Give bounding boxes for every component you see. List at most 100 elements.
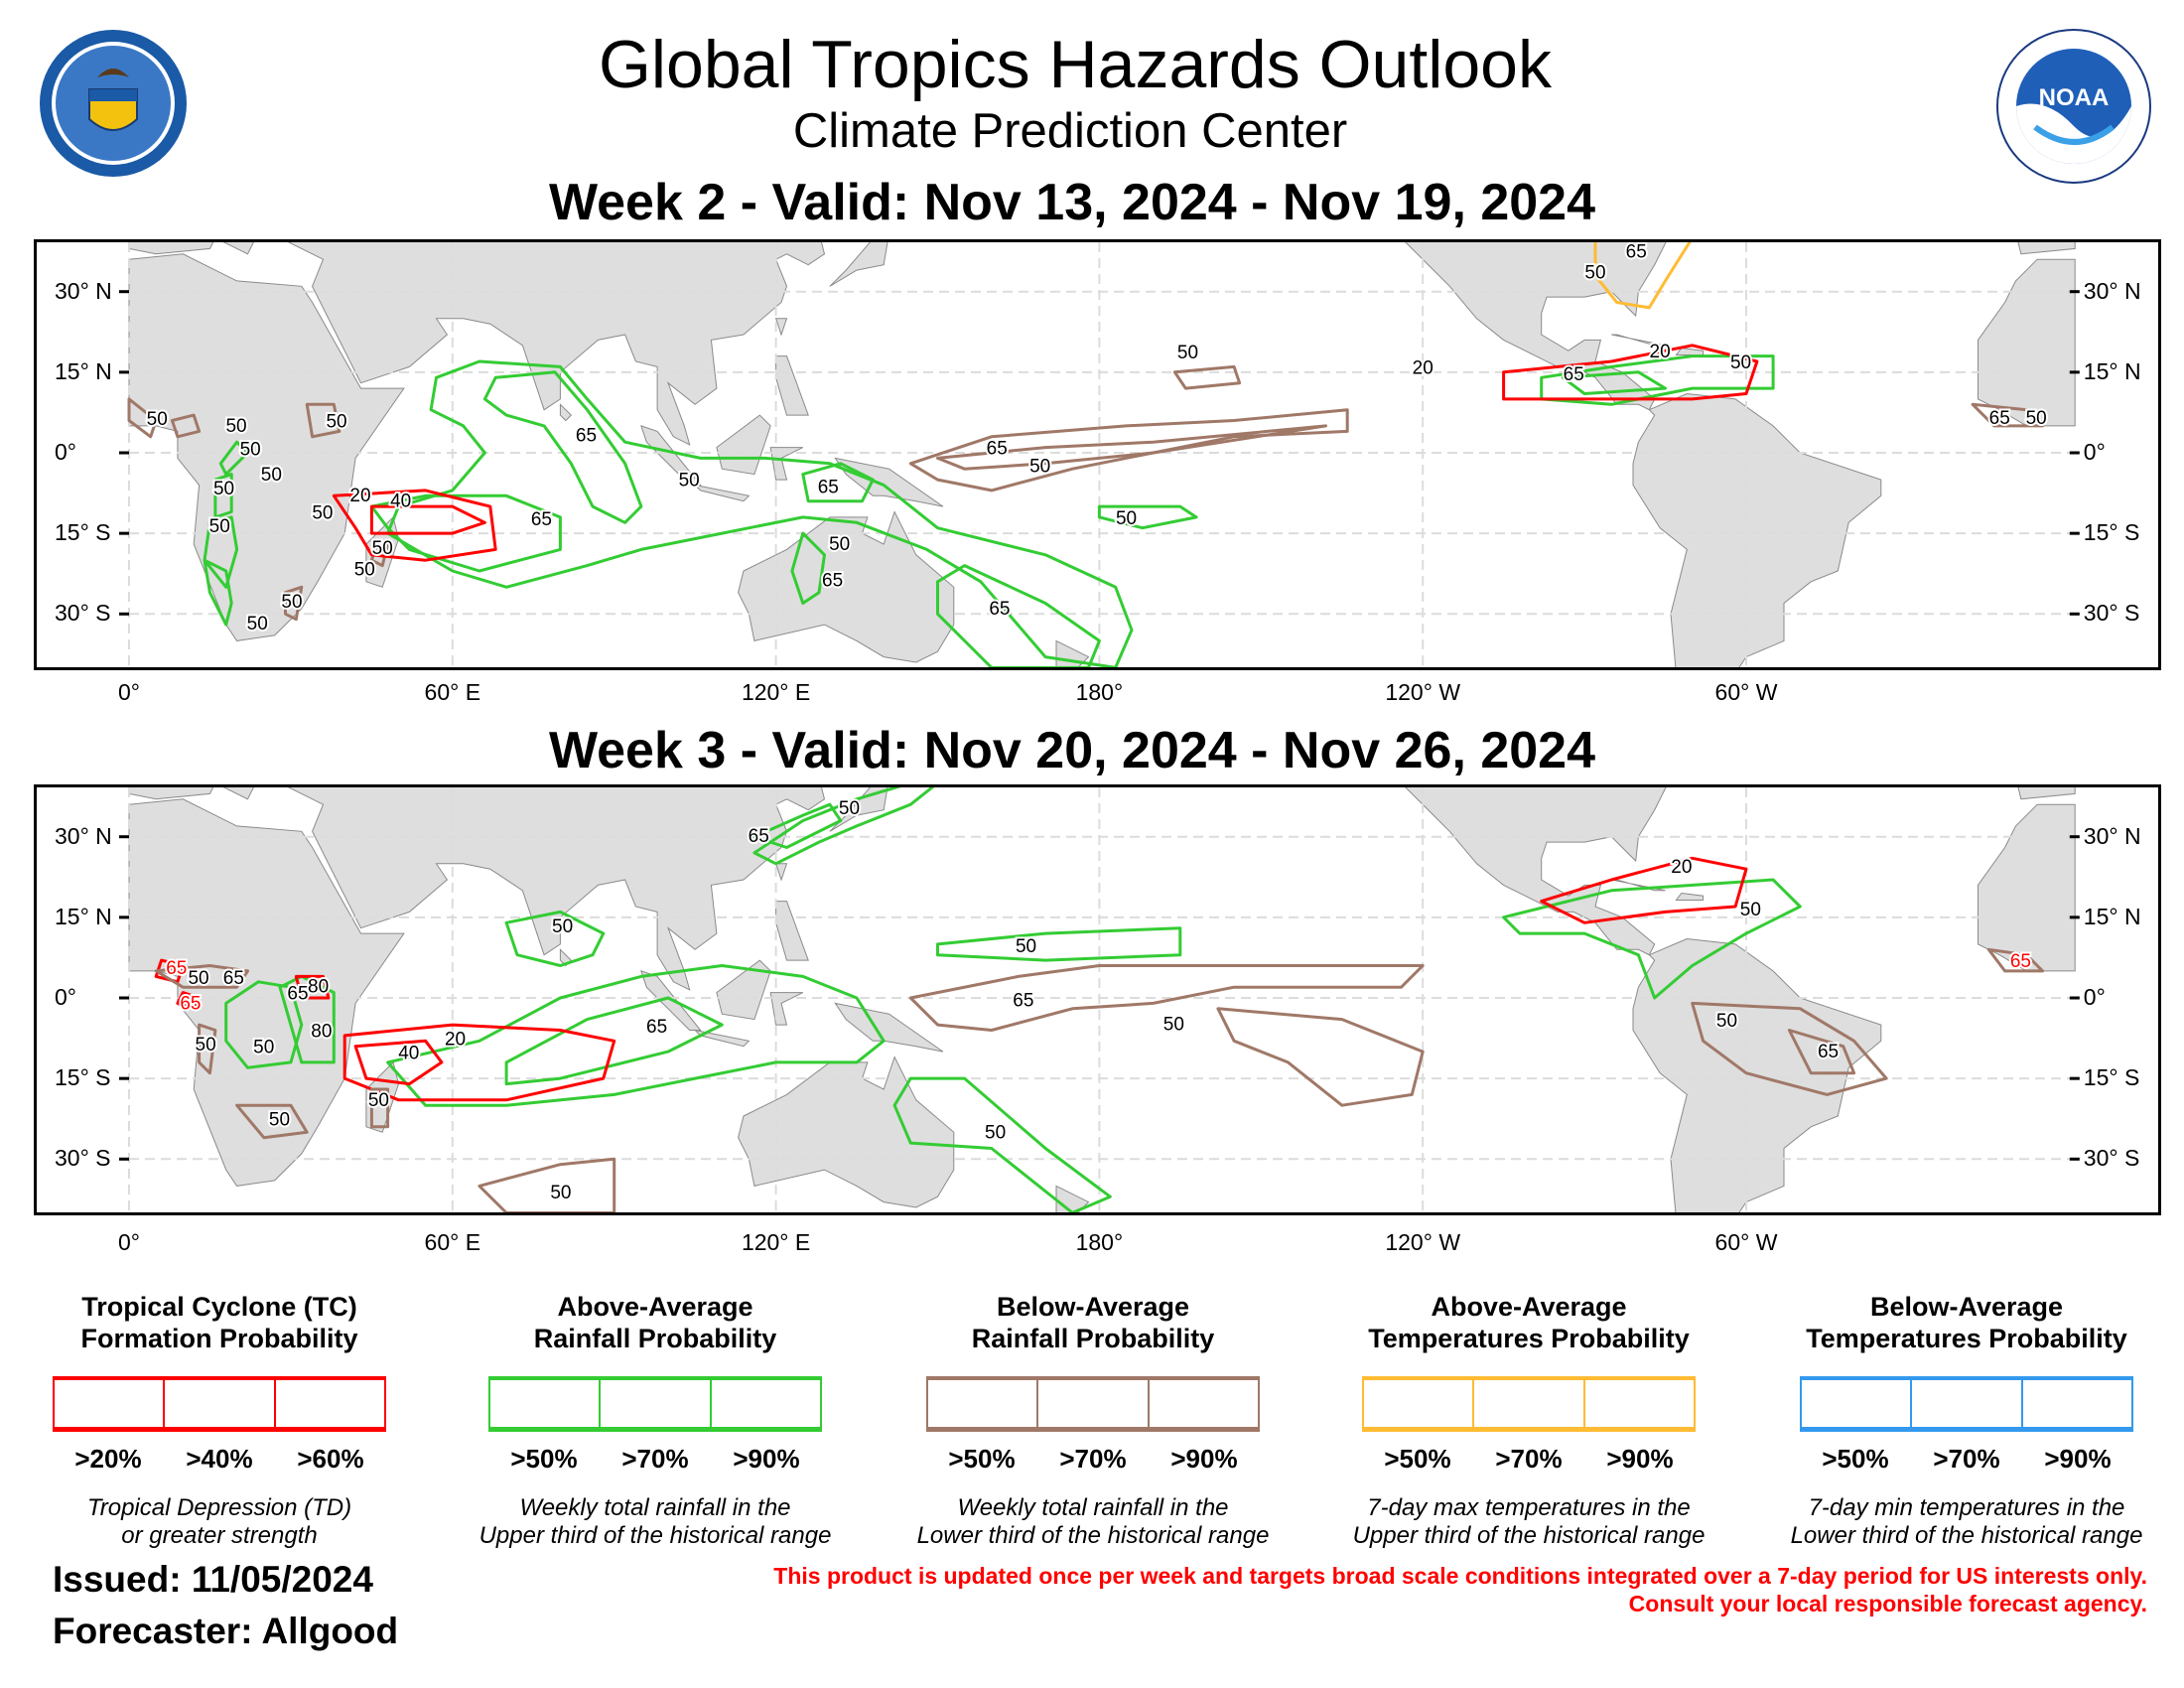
landmass <box>693 484 751 502</box>
contour-label: 65 <box>822 571 843 592</box>
svg-text:NOAA: NOAA <box>2039 84 2110 111</box>
lat-label-right: 0° <box>2083 984 2106 1010</box>
legend-threshold: >70% <box>1495 1444 1563 1474</box>
contour-label: 50 <box>253 1038 274 1058</box>
legend-title-2: Temperatures Probability <box>1806 1324 2127 1353</box>
rain-below-contour <box>369 1087 390 1129</box>
rain-above-contour <box>504 910 606 967</box>
rain-below-contour <box>936 424 1327 471</box>
disclaimer-line-2: Consult your local responsible forecast … <box>1628 1591 2147 1617</box>
legend-title-2: Formation Probability <box>80 1324 358 1353</box>
rain-below-contour <box>1691 1001 1888 1096</box>
legend-threshold: >50% <box>1822 1444 1889 1474</box>
legend-threshold: >90% <box>1606 1444 1674 1474</box>
contour-label: 65 <box>989 599 1010 620</box>
rain-above-contour <box>936 564 1101 667</box>
legend-threshold: >50% <box>948 1444 1016 1474</box>
lon-label: 120° W <box>1385 1229 1461 1255</box>
legend-title-1: Below-Average <box>996 1292 1190 1322</box>
contour-label: 65 <box>749 826 769 847</box>
landmass <box>287 242 826 446</box>
rain-above-contour <box>892 1076 1112 1212</box>
rain-above-contour <box>936 926 1182 962</box>
contour-label: 65 <box>1818 1042 1839 1062</box>
contour-label: 20 <box>1413 357 1433 378</box>
rain-above-contour <box>752 802 843 849</box>
legend-threshold: >70% <box>621 1444 689 1474</box>
landmass <box>693 1029 751 1048</box>
contour-label: 65 <box>576 426 597 447</box>
contour-label: 65 <box>2010 951 2031 972</box>
legend-title-2: Temperatures Probability <box>1368 1324 1690 1353</box>
disclaimer-line-1: This product is updated once per week an… <box>773 1563 2147 1589</box>
page-subtitle: Climate Prediction Center <box>792 104 1348 158</box>
lon-label: 120° W <box>1385 679 1461 705</box>
lat-label-left: 30° N <box>55 822 112 849</box>
week3-title: Week 3 - Valid: Nov 20, 2024 - Nov 26, 2… <box>548 722 1596 779</box>
legend-threshold: >50% <box>510 1444 578 1474</box>
landmass <box>716 414 771 476</box>
lat-label-right: 30° S <box>2083 600 2140 627</box>
lat-label-right: 0° <box>2083 439 2106 465</box>
lat-label-right: 15° S <box>2083 1064 2140 1091</box>
contour-layer <box>154 787 2045 1212</box>
contour-label: 65 <box>1989 408 2010 429</box>
legend-swatch <box>1362 1376 1696 1432</box>
contour-label: 65 <box>818 478 839 498</box>
lon-label: 60° E <box>424 679 481 705</box>
lat-label-right: 15° N <box>2083 903 2141 929</box>
legend-title-2: Rainfall Probability <box>533 1324 777 1353</box>
landmass <box>834 457 944 507</box>
contour-label: 50 <box>1016 936 1036 957</box>
contour-layer <box>127 242 2045 667</box>
rain-above-contour <box>482 370 643 524</box>
contour-label: 50 <box>1029 456 1050 477</box>
legend-group: Below-Average Rainfall Probability >50% >… <box>917 1291 1270 1550</box>
rain-above-contour <box>790 531 826 605</box>
landmass <box>128 242 254 255</box>
legend-threshold: >90% <box>1170 1444 1238 1474</box>
contour-label: 50 <box>326 412 346 433</box>
landmass <box>829 787 888 832</box>
contour-label: 50 <box>281 592 302 613</box>
tc-contour <box>369 504 486 535</box>
legend-threshold: >60% <box>297 1444 364 1474</box>
week2-title: Week 2 - Valid: Nov 13, 2024 - Nov 19, 2… <box>548 174 1596 231</box>
lat-label-left: 15° S <box>55 519 111 546</box>
rain-below-contour <box>235 1103 309 1140</box>
contour-label: 20 <box>445 1030 466 1051</box>
lat-label-left: 15° S <box>55 1064 111 1091</box>
contour-label: 40 <box>390 492 411 512</box>
legend-desc-1: 7-day max temperatures in the <box>1367 1494 1691 1521</box>
contour-label: 65 <box>531 509 552 530</box>
legend-desc-1: Tropical Depression (TD) <box>86 1494 352 1521</box>
legend-desc-2: or greater strength <box>121 1522 318 1549</box>
forecaster-name: Forecaster: Allgood <box>53 1611 399 1651</box>
legend-desc-1: Weekly total rainfall in the <box>519 1494 791 1521</box>
legend-group: Above-Average Rainfall Probability >50% >… <box>479 1291 832 1550</box>
contour-label: 50 <box>312 503 333 524</box>
contour-label: 50 <box>550 1183 571 1203</box>
lon-label: 180° <box>1075 679 1124 705</box>
landmass <box>1632 392 1882 667</box>
legend-threshold: >70% <box>1933 1444 2000 1474</box>
landmass <box>1675 892 1705 901</box>
legend-title-1: Above-Average <box>557 1292 753 1322</box>
landmass <box>1978 803 2076 972</box>
legend-title-1: Below-Average <box>1869 1292 2064 1322</box>
contour-label: 50 <box>1730 352 1751 373</box>
contour-label: 50 <box>1177 343 1198 363</box>
legend-threshold: >90% <box>2044 1444 2112 1474</box>
contour-label: 65 <box>1013 991 1033 1012</box>
legend-threshold: >40% <box>186 1444 253 1474</box>
rain-above-contour <box>386 964 886 1107</box>
rain-above-contour <box>752 787 935 866</box>
issued-date: Issued: 11/05/2024 <box>53 1559 373 1600</box>
contour-label: 50 <box>261 465 282 486</box>
contour-label: 80 <box>308 977 329 998</box>
rain-below-contour <box>284 585 304 622</box>
week3-map: 50 65 50 50 65 50 65 20 40 50 50 65 50 65 65 65 80 80 50 50… <box>34 784 2161 1215</box>
rain-below-contour <box>1787 1029 1856 1075</box>
tc-contour <box>332 489 497 562</box>
